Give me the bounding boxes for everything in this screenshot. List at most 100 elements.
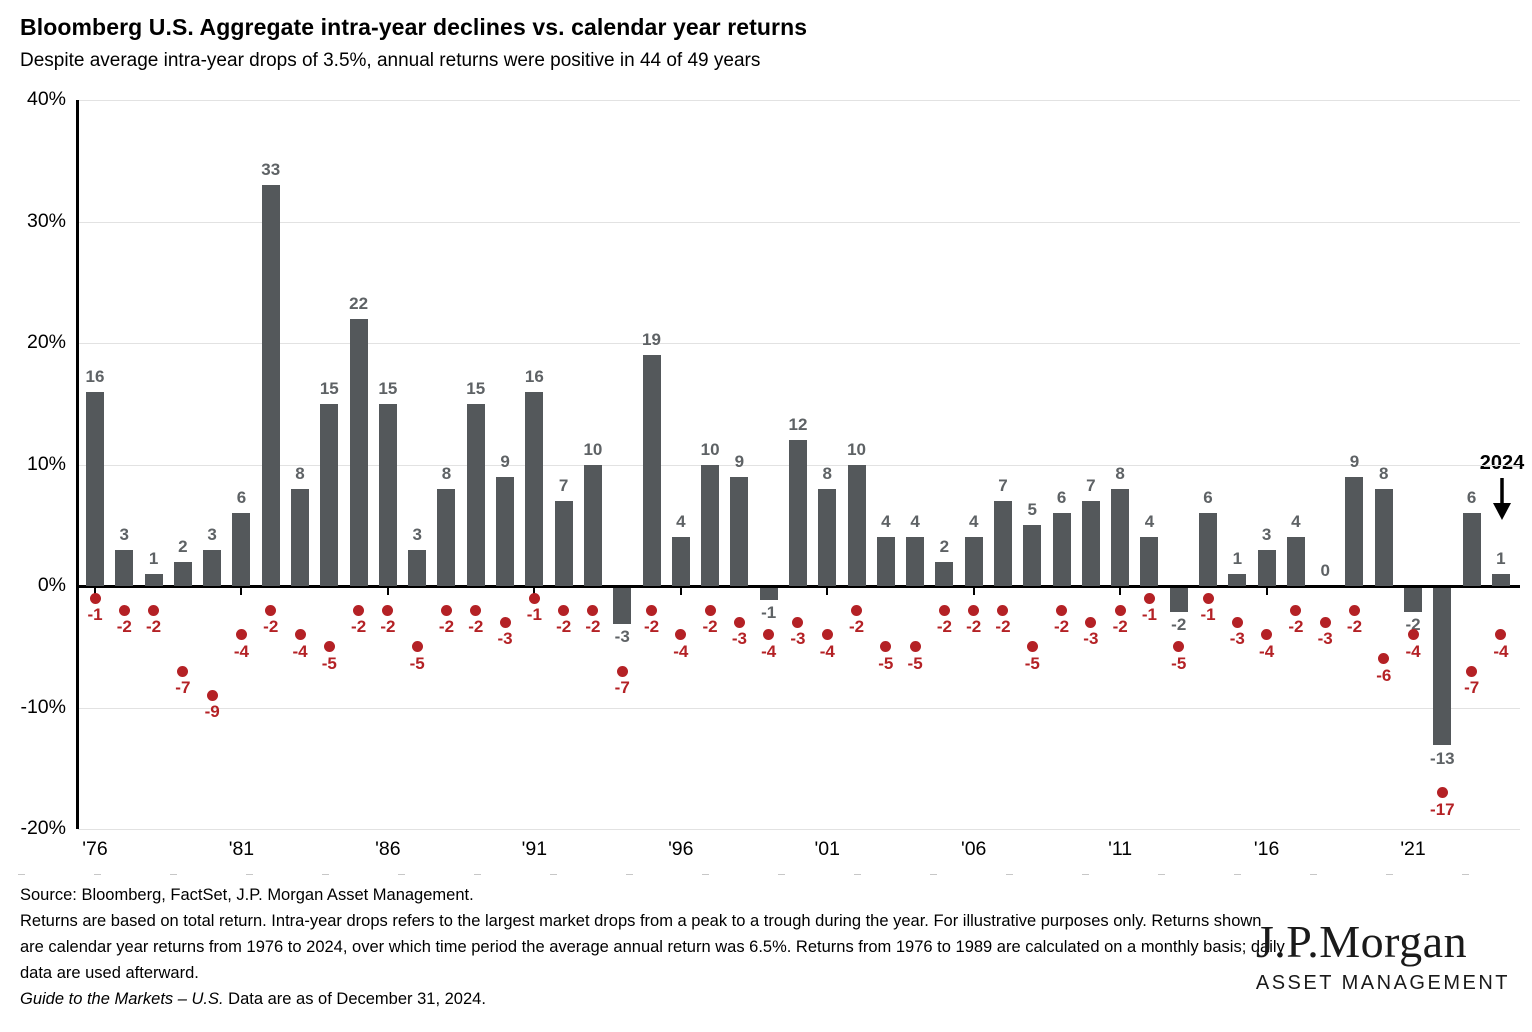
y-tick-label: 10%: [26, 452, 66, 475]
return-value-label: 1: [148, 548, 159, 568]
return-bar: [906, 537, 925, 586]
decline-value-label: -2: [556, 617, 572, 637]
decline-dot: [587, 604, 599, 616]
decline-value-label: -2: [468, 617, 484, 637]
decline-dot: [1026, 641, 1038, 653]
return-value-label: 6: [1466, 488, 1477, 508]
footer-separator: [18, 874, 1516, 875]
decline-dot: [1407, 629, 1419, 641]
y-tick-label: 0%: [37, 574, 66, 596]
x-tick-label: '81: [228, 838, 255, 860]
return-bar: [1199, 513, 1218, 586]
decline-dot: [909, 641, 921, 653]
return-value-label: -2: [1171, 615, 1187, 635]
decline-dot: [440, 604, 452, 616]
x-tick: [94, 587, 96, 595]
return-bar: [1081, 500, 1100, 586]
x-tick-label: '21: [1400, 838, 1426, 860]
decline-value-label: -2: [643, 617, 660, 637]
return-value-label: 22: [349, 293, 369, 313]
return-value-label: 3: [1261, 524, 1272, 544]
decline-value-label: -2: [1288, 617, 1304, 637]
decline-dot: [1495, 629, 1507, 641]
decline-dot: [1290, 604, 1302, 616]
decline-value-label: -3: [1083, 629, 1099, 649]
footnote: Source: Bloomberg, FactSet, J.P. Morgan …: [20, 882, 1285, 1012]
x-tick-label: '01: [814, 838, 840, 860]
decline-dot: [177, 665, 189, 677]
decline-dot: [646, 604, 657, 616]
return-value-label: 10: [583, 439, 603, 459]
jpmorgan-subbrand-text: ASSET MANAGEMENT: [1255, 972, 1510, 994]
decline-value-label: -7: [1464, 678, 1480, 698]
decline-dot: [704, 604, 716, 616]
jpmorgan-brand-text: J.P.Morgan: [1255, 916, 1468, 967]
return-value-label: 15: [378, 378, 398, 398]
decline-value-label: -5: [1171, 653, 1187, 673]
return-value-label: 6: [236, 488, 247, 508]
decline-value-label: -2: [702, 617, 718, 637]
return-value-label: 4: [968, 512, 979, 532]
decline-dot: [323, 641, 335, 653]
decline-value-label: -2: [936, 617, 952, 637]
return-bar: [1140, 537, 1159, 586]
decline-dot: [1378, 653, 1390, 665]
return-value-label: 7: [1086, 475, 1096, 495]
jpmorgan-logo: J.P.Morgan ASSET MANAGEMENT: [1256, 918, 1510, 995]
decline-dot: [558, 604, 570, 616]
decline-value-label: -3: [1229, 629, 1245, 649]
decline-dot: [675, 629, 687, 641]
decline-value-label: -6: [1376, 665, 1392, 685]
decline-value-label: -7: [614, 678, 630, 698]
y-tick-label: 40%: [26, 88, 66, 110]
return-value-label: 4: [676, 512, 686, 532]
decline-value-label: -2: [995, 617, 1011, 637]
return-value-label: 3: [119, 524, 130, 544]
decline-value-label: -5: [878, 653, 894, 673]
footnote-source: Source: Bloomberg, FactSet, J.P. Morgan …: [20, 886, 474, 904]
decline-value-label: -3: [731, 629, 747, 649]
return-bar: [173, 561, 192, 586]
return-bar: [1052, 513, 1071, 586]
x-tick: [679, 587, 682, 595]
y-tick-label: -20%: [20, 817, 66, 839]
return-bar: [232, 513, 251, 586]
decline-value-label: -7: [175, 678, 191, 698]
return-value-label: -13: [1430, 748, 1455, 768]
return-value-label: 15: [466, 378, 486, 398]
x-tick-label: '11: [1108, 838, 1133, 860]
decline-value-label: -2: [848, 617, 865, 637]
return-bar: [525, 391, 544, 586]
gridline: [78, 221, 1520, 223]
decline-value-label: -4: [1493, 641, 1509, 661]
decline-value-label: -3: [1317, 629, 1333, 649]
decline-dot: [1319, 616, 1331, 628]
return-bar: [1257, 549, 1276, 586]
decline-dot: [206, 689, 218, 701]
gridline: [78, 829, 1520, 830]
return-value-label: 2: [939, 536, 950, 556]
return-value-label: 9: [1349, 451, 1360, 471]
return-value-label: 8: [295, 463, 305, 483]
annotation-2024-label: 2024: [1479, 452, 1525, 474]
decline-dot: [997, 604, 1009, 616]
return-bar: [1286, 537, 1305, 586]
return-value-label: 16: [85, 366, 105, 386]
return-bar: [613, 587, 632, 624]
return-bar: [847, 464, 866, 586]
decline-value-label: -4: [1405, 641, 1421, 661]
return-value-label: -1: [761, 603, 777, 623]
decline-value-label: -2: [263, 617, 279, 637]
return-bar: [818, 488, 837, 586]
decline-dot: [763, 629, 775, 641]
return-bar: [261, 185, 280, 586]
return-value-label: 19: [642, 330, 661, 350]
decline-value-label: -2: [966, 617, 982, 637]
return-value-label: 4: [910, 512, 920, 532]
gridline: [78, 100, 1520, 101]
return-bar: [1404, 587, 1423, 612]
return-value-label: 8: [822, 463, 832, 483]
decline-dot: [821, 629, 833, 641]
return-bar: [496, 476, 515, 586]
x-tick-label: '86: [375, 838, 401, 860]
